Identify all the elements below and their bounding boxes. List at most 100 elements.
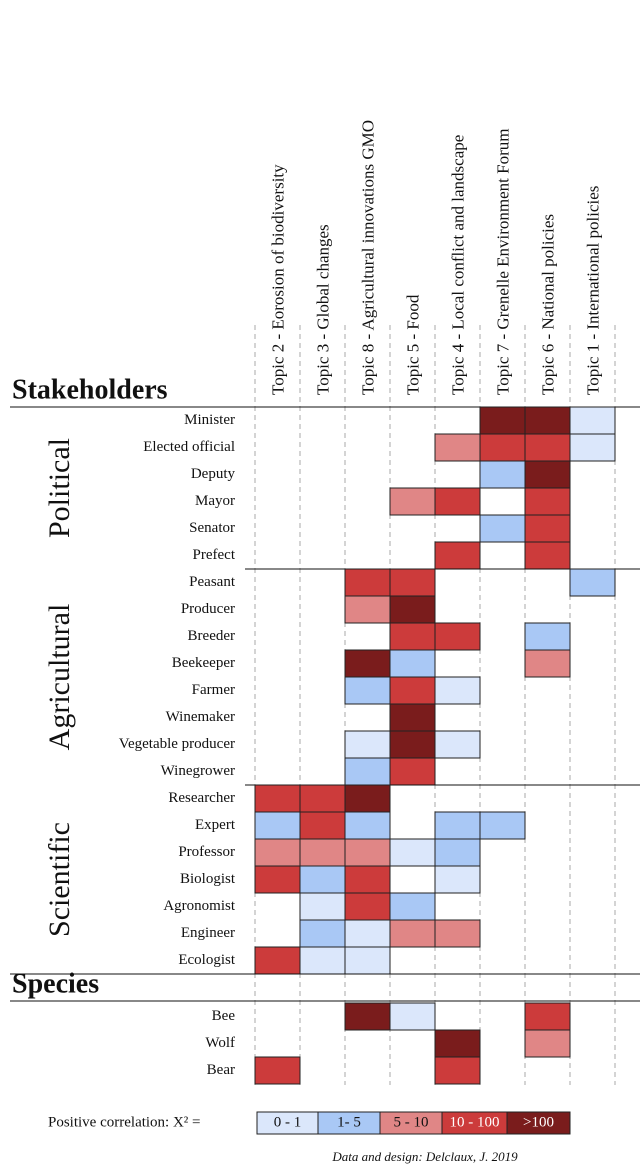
cell [434, 838, 481, 867]
cell [479, 514, 526, 543]
row-label: Biologist [180, 871, 236, 887]
cell [389, 703, 436, 732]
cell [344, 838, 391, 867]
cell [434, 1029, 481, 1058]
cell [434, 487, 481, 516]
cell [344, 919, 391, 948]
cell [524, 487, 571, 516]
cell [434, 865, 481, 894]
legend-label: 10 - 100 [450, 1114, 500, 1130]
cell [524, 622, 571, 651]
cell [389, 838, 436, 867]
row-label: Researcher [168, 790, 235, 806]
row-label: Wolf [205, 1035, 235, 1051]
cell [299, 784, 346, 813]
row-label: Mayor [195, 493, 235, 509]
cell [344, 811, 391, 840]
row-label: Elected official [143, 439, 235, 455]
row-label: Peasant [189, 574, 236, 590]
cell [479, 406, 526, 435]
column-label: Topic 6 - National policies [538, 214, 557, 395]
legend-label: 1- 5 [337, 1114, 361, 1130]
cell [344, 757, 391, 786]
cell [254, 1056, 301, 1085]
cell [434, 811, 481, 840]
group-label: Agricultural [43, 604, 76, 751]
column-label: Topic 2 - Eorosion of biodiversity [268, 164, 287, 395]
row-label: Engineer [181, 925, 235, 941]
row-label: Prefect [193, 547, 236, 563]
cell [344, 784, 391, 813]
cell [389, 1002, 436, 1031]
legend-label: 0 - 1 [274, 1114, 302, 1130]
cell [524, 541, 571, 570]
cell [434, 676, 481, 705]
cell [479, 433, 526, 462]
cell [389, 757, 436, 786]
cell [254, 946, 301, 975]
legend-label: >100 [523, 1114, 554, 1130]
row-label: Bear [207, 1062, 235, 1078]
cell [299, 892, 346, 921]
cell [344, 568, 391, 597]
row-label: Vegetable producer [119, 736, 235, 752]
cell [389, 487, 436, 516]
legend-swatch [506, 1111, 571, 1135]
cell [389, 892, 436, 921]
section-title: Stakeholders [12, 374, 168, 405]
group-label: Scientific [43, 822, 76, 937]
cell [254, 811, 301, 840]
cell [344, 865, 391, 894]
cell [299, 946, 346, 975]
cell [344, 676, 391, 705]
cell [524, 649, 571, 678]
row-label: Farmer [192, 682, 235, 698]
cell [434, 730, 481, 759]
section-title: Species [12, 968, 99, 999]
legend-label: 5 - 10 [394, 1114, 429, 1130]
cell [344, 595, 391, 624]
cell [524, 1002, 571, 1031]
row-label: Winemaker [166, 709, 235, 725]
cell [254, 784, 301, 813]
cell [524, 514, 571, 543]
column-label: Topic 4 - Local conflict and landscape [448, 135, 467, 395]
cell [389, 649, 436, 678]
row-label: Winegrower [161, 763, 235, 779]
cell [299, 811, 346, 840]
cell [569, 568, 616, 597]
row-label: Senator [189, 520, 235, 536]
group-label: Political [43, 438, 76, 538]
cell [569, 433, 616, 462]
row-label: Ecologist [178, 952, 235, 968]
cell [299, 865, 346, 894]
cell [434, 919, 481, 948]
legend-title: Positive correlation: X² = [48, 1114, 201, 1130]
column-label: Topic 8 - Agricultural innovations GMO [358, 120, 377, 395]
source: Data and design: Delclaux, J. 2019 [331, 1149, 518, 1164]
column-label: Topic 1 - International policies [583, 186, 602, 395]
column-label: Topic 3 - Global changes [313, 224, 332, 395]
row-label: Agronomist [163, 898, 236, 914]
cell [524, 460, 571, 489]
cell [479, 460, 526, 489]
row-label: Producer [181, 601, 235, 617]
cell [479, 811, 526, 840]
cell [524, 433, 571, 462]
cell [254, 838, 301, 867]
cell [389, 919, 436, 948]
row-label: Bee [212, 1008, 236, 1024]
cell [344, 649, 391, 678]
row-label: Breeder [188, 628, 235, 644]
cell [524, 1029, 571, 1058]
row-label: Minister [184, 412, 235, 428]
cell [524, 406, 571, 435]
cell [434, 433, 481, 462]
cell [389, 595, 436, 624]
cell [389, 730, 436, 759]
row-label: Expert [195, 817, 236, 833]
cell [344, 946, 391, 975]
cell [254, 865, 301, 894]
column-label: Topic 7 - Grenelle Environment Forum [493, 129, 512, 396]
cell [389, 622, 436, 651]
